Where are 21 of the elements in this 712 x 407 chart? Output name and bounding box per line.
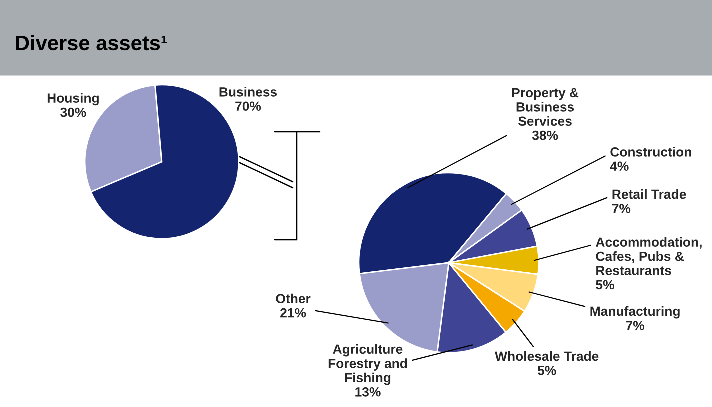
data-label: 5% bbox=[596, 280, 614, 290]
slice-label: Business bbox=[220, 87, 278, 97]
slice-label: Manufacturing bbox=[590, 306, 680, 319]
data-label: 38% bbox=[532, 130, 558, 140]
slice-label: Housing bbox=[48, 93, 99, 106]
slice-label: Property & Business Services bbox=[512, 88, 579, 126]
slice-label: Accommodation, Cafes, Pubs & Restaurants bbox=[596, 237, 702, 276]
slice-label: Wholesale Trade bbox=[495, 351, 599, 362]
slice-label: Retail Trade bbox=[612, 189, 686, 200]
data-label: 7% bbox=[626, 321, 644, 330]
data-label: 5% bbox=[538, 366, 556, 376]
slice-label: Construction bbox=[610, 147, 692, 157]
chart-title: Diverse assets¹ bbox=[16, 35, 168, 51]
slice-label: Agriculture Forestry and Fishing bbox=[328, 344, 408, 386]
data-label: 4% bbox=[610, 162, 629, 172]
data-label: 30% bbox=[60, 108, 86, 118]
data-label: 13% bbox=[356, 387, 381, 397]
slice-label: Other bbox=[276, 294, 311, 304]
data-label: 7% bbox=[612, 204, 631, 214]
data-label: 70% bbox=[236, 102, 262, 112]
data-label: 21% bbox=[280, 308, 306, 318]
